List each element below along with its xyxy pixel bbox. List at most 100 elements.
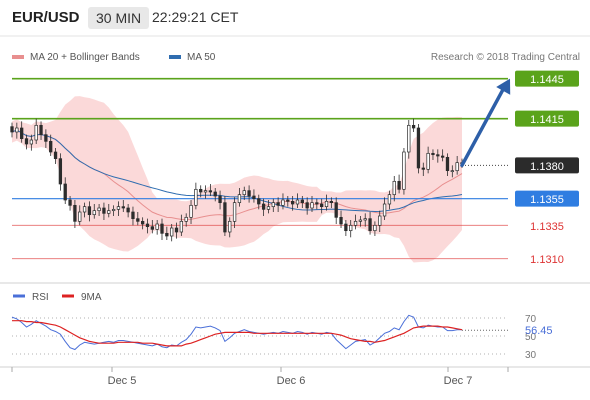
candle-body xyxy=(208,190,213,193)
candle-body xyxy=(136,218,140,222)
candle-body xyxy=(349,224,353,232)
timestamp: 22:29:21 CET xyxy=(152,9,239,25)
candle-body xyxy=(203,190,208,193)
ma50-swatch xyxy=(169,55,181,60)
candle-body xyxy=(73,204,77,222)
timeframe-badge[interactable]: 30 MIN xyxy=(88,7,150,29)
candle-body xyxy=(257,198,261,205)
candle-body xyxy=(426,152,430,170)
candle-body xyxy=(53,151,58,160)
candle-body xyxy=(199,188,203,193)
candle-body xyxy=(310,202,314,209)
candle-body xyxy=(436,154,440,157)
candle-body xyxy=(223,202,227,233)
ma50-line xyxy=(11,129,463,212)
candle-body xyxy=(252,195,256,200)
candle-body xyxy=(155,223,159,230)
candle-body xyxy=(121,206,125,209)
candle-body xyxy=(131,211,135,220)
rsi-ma-line xyxy=(12,320,463,347)
candle-body xyxy=(320,203,324,208)
candle-body xyxy=(329,200,334,204)
candle-body xyxy=(431,152,435,156)
candle-body xyxy=(63,183,67,201)
target-level-box xyxy=(515,110,579,127)
candle-body xyxy=(179,220,184,233)
candle-body xyxy=(300,199,304,204)
x-axis-label: Dec 5 xyxy=(108,375,137,387)
candle-body xyxy=(140,220,145,225)
candle-body xyxy=(445,156,450,172)
candle-body xyxy=(111,208,116,212)
candle-body xyxy=(353,220,358,226)
rsi-ma-legend-label: 9MA xyxy=(81,292,102,303)
candle-body xyxy=(34,124,38,141)
legend-ma20-label: MA 20 + Bollinger Bands xyxy=(30,52,140,63)
target-level-label: 1.1445 xyxy=(530,74,564,86)
candle-body xyxy=(402,151,406,190)
candle-body xyxy=(387,194,392,205)
rsi-legend-swatch xyxy=(13,294,25,298)
candle-body xyxy=(334,202,338,218)
candle-body xyxy=(315,202,319,205)
instrument-name: EUR/USD xyxy=(12,9,80,26)
candle-body xyxy=(213,191,217,197)
candle-body xyxy=(281,199,285,206)
candle-body xyxy=(150,226,154,230)
candle-body xyxy=(378,215,382,226)
chart-header: EUR/USD 30 MIN 22:29:21 CET xyxy=(0,0,590,36)
candle-body xyxy=(242,190,246,196)
support-level-label: 1.1310 xyxy=(530,254,564,266)
candle-body xyxy=(286,199,290,202)
candle-body xyxy=(290,200,295,205)
pivot-level-label: 1.1355 xyxy=(530,194,564,206)
candle-body xyxy=(15,127,19,133)
ma20-swatch xyxy=(12,55,24,60)
candle-body xyxy=(455,162,459,172)
candle-body xyxy=(126,207,130,213)
candle-body xyxy=(194,188,198,206)
legend-ma20: MA 20 + Bollinger Bands xyxy=(12,52,140,63)
candle-body xyxy=(10,126,14,133)
candle-body xyxy=(247,190,251,197)
candle-body xyxy=(392,180,396,196)
candle-body xyxy=(407,124,411,153)
candle-body xyxy=(368,218,372,232)
candle-body xyxy=(160,223,164,234)
rsi-legend: RSI 9MA xyxy=(13,292,102,303)
rsi-legend-label: RSI xyxy=(32,292,49,303)
candle-body xyxy=(271,202,275,208)
candle-body xyxy=(228,220,232,233)
candle-body xyxy=(276,202,280,206)
candle-body xyxy=(382,203,387,217)
candle-body xyxy=(450,170,454,173)
candle-body xyxy=(232,202,237,222)
candle-body xyxy=(44,134,48,142)
candle-body xyxy=(92,210,96,216)
legend-ma50: MA 50 xyxy=(169,52,215,63)
candle-body xyxy=(184,216,188,222)
x-axis-label: Dec 6 xyxy=(277,375,306,387)
rsi-tick-label: 70 xyxy=(525,314,537,325)
candle-body xyxy=(97,207,101,212)
candle-body xyxy=(411,124,416,129)
candle-body xyxy=(421,167,425,170)
current-price-label: 1.1380 xyxy=(530,161,564,173)
copyright-notice: Research © 2018 Trading Central xyxy=(430,52,580,63)
candle-body xyxy=(165,232,169,237)
candle-body xyxy=(324,200,329,208)
forecast-arrow-shaft xyxy=(460,85,506,168)
candle-body xyxy=(102,207,106,214)
rsi-tick-label: 50 xyxy=(525,332,537,343)
candle-body xyxy=(145,223,150,228)
candle-body xyxy=(416,127,421,169)
support-level-label: 1.1335 xyxy=(530,221,564,233)
x-axis-label: Dec 7 xyxy=(444,375,473,387)
candle-body xyxy=(107,210,111,214)
candle-body xyxy=(440,155,445,158)
legend-ma50-label: MA 50 xyxy=(187,52,216,63)
current-price-box xyxy=(515,157,579,174)
candle-body xyxy=(189,204,193,218)
candle-body xyxy=(58,158,63,185)
